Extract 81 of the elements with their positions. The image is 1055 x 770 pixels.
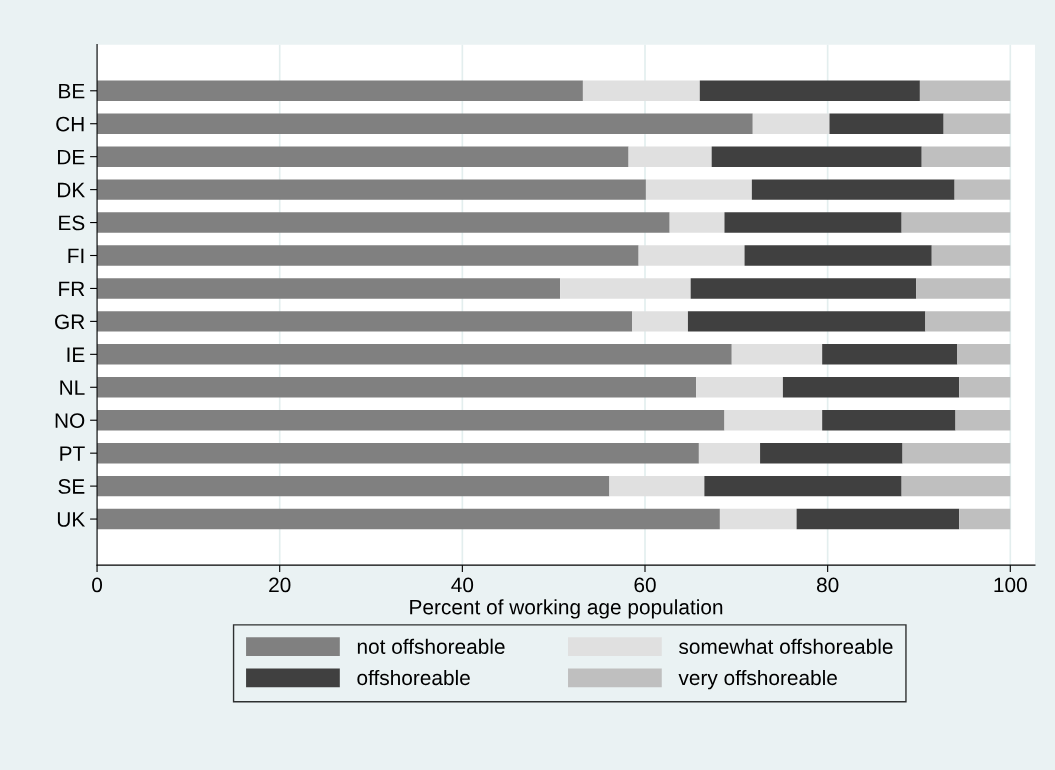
bar bbox=[97, 278, 561, 299]
y-tick-label: NL bbox=[60, 380, 85, 395]
y-tick-label: PT bbox=[60, 446, 85, 461]
bar bbox=[97, 475, 610, 497]
bar bbox=[796, 508, 960, 530]
bar bbox=[760, 442, 903, 464]
bar bbox=[97, 410, 725, 431]
bar bbox=[609, 475, 705, 497]
bar bbox=[902, 442, 1011, 464]
bar bbox=[97, 146, 629, 167]
bar bbox=[752, 113, 830, 134]
y-tick-label: ES bbox=[59, 215, 85, 231]
bar bbox=[97, 344, 732, 365]
y-tick-label: BE bbox=[59, 84, 85, 99]
bar bbox=[724, 410, 823, 431]
legend-label: offshoreable bbox=[357, 669, 470, 686]
bar bbox=[751, 179, 955, 200]
bar bbox=[943, 113, 1011, 134]
bar bbox=[699, 80, 920, 101]
bar bbox=[645, 179, 752, 200]
bar bbox=[901, 212, 1011, 233]
bar bbox=[925, 311, 1011, 332]
bar bbox=[638, 245, 745, 266]
bar bbox=[822, 410, 956, 431]
bar bbox=[690, 278, 917, 299]
bar bbox=[921, 146, 1011, 167]
x-tick-label: 0 bbox=[92, 577, 103, 593]
bar bbox=[744, 245, 932, 266]
bar bbox=[97, 80, 583, 101]
y-tick-label: UK bbox=[57, 512, 86, 527]
bar bbox=[724, 212, 902, 233]
y-tick-label: NO bbox=[55, 413, 85, 428]
bar bbox=[632, 311, 688, 332]
bar bbox=[782, 377, 960, 398]
bar bbox=[901, 475, 1011, 497]
y-tick-label: GR bbox=[55, 314, 85, 330]
bar bbox=[97, 113, 753, 134]
bar bbox=[959, 508, 1011, 530]
bar bbox=[957, 344, 1011, 365]
x-tick-label: 100 bbox=[994, 577, 1027, 593]
x-tick-label: 80 bbox=[816, 577, 839, 593]
bar bbox=[704, 475, 902, 497]
bar bbox=[669, 212, 725, 233]
bar bbox=[719, 508, 797, 530]
bar bbox=[97, 212, 670, 233]
bar bbox=[954, 179, 1011, 200]
legend-label: not offshoreable bbox=[357, 638, 505, 654]
x-tick-label: 60 bbox=[634, 577, 656, 593]
bar bbox=[822, 344, 958, 365]
y-tick-label: DE bbox=[58, 149, 85, 165]
bar bbox=[696, 377, 783, 398]
bar bbox=[711, 146, 922, 167]
legend-label: somewhat offshoreable bbox=[679, 638, 893, 654]
bar bbox=[955, 410, 1011, 431]
y-tick-label: IE bbox=[67, 347, 85, 362]
y-tick-label: FR bbox=[59, 281, 85, 296]
bar bbox=[687, 311, 926, 332]
bar bbox=[97, 508, 720, 530]
y-tick-label: SE bbox=[58, 479, 85, 494]
y-tick-label: DK bbox=[58, 182, 86, 198]
bar bbox=[916, 278, 1011, 299]
bar bbox=[97, 377, 697, 398]
bar bbox=[829, 113, 944, 134]
bar bbox=[698, 442, 761, 464]
bar bbox=[560, 278, 691, 299]
bar bbox=[959, 377, 1011, 398]
x-tick-label: 20 bbox=[269, 577, 291, 593]
x-axis-title: Percent of working age population bbox=[410, 599, 723, 619]
bar bbox=[628, 146, 712, 167]
bar bbox=[97, 245, 639, 266]
y-tick-label: FI bbox=[68, 248, 84, 264]
bar bbox=[919, 80, 1011, 101]
bar bbox=[931, 245, 1011, 266]
bar bbox=[97, 311, 633, 332]
bar bbox=[731, 344, 823, 365]
bar bbox=[582, 80, 700, 101]
bar bbox=[97, 179, 646, 200]
legend-label: very offshoreable bbox=[678, 669, 837, 690]
bar bbox=[97, 442, 699, 464]
y-tick-label: CH bbox=[56, 116, 84, 132]
x-tick-label: 40 bbox=[451, 577, 474, 593]
